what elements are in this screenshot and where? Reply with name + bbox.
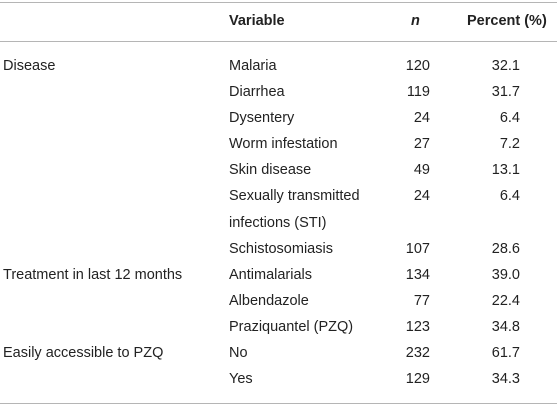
table-row: Albendazole 77 22.4 xyxy=(0,288,557,314)
row-group-label: Disease xyxy=(3,58,56,74)
row-variable-line1: Sexually transmitted xyxy=(229,188,360,204)
table-header-row: Variable n Percent (%) xyxy=(0,0,557,41)
row-variable: Yes xyxy=(229,371,253,387)
row-n: 232 xyxy=(405,345,430,361)
row-n: 120 xyxy=(405,58,430,74)
row-n: 119 xyxy=(406,84,430,100)
row-variable: Antimalarials xyxy=(229,267,312,283)
row-variable: Worm infestation xyxy=(229,136,338,152)
row-percent: 13.1 xyxy=(491,162,520,178)
row-percent: 6.4 xyxy=(499,110,520,126)
row-percent: 34.8 xyxy=(491,319,520,335)
row-group-label: Treatment in last 12 months xyxy=(3,267,183,283)
row-n: 123 xyxy=(405,319,430,335)
table-row: Skin disease 49 13.1 xyxy=(0,157,557,183)
row-percent: 31.7 xyxy=(491,84,520,100)
table-body: Disease Malaria 120 32.1 Diarrhea 119 31… xyxy=(0,53,557,392)
row-variable-line2: infections (STI) xyxy=(229,214,327,231)
table-row: Easily accessible to PZQ No 232 61.7 xyxy=(0,340,557,366)
row-n: 107 xyxy=(405,241,430,257)
row-variable: Schistosomiasis xyxy=(229,241,333,257)
row-variable: No xyxy=(229,345,248,361)
table-row: Yes 129 34.3 xyxy=(0,366,557,392)
header-n: n xyxy=(411,13,420,29)
row-variable: Sexually transmitted infections (STI) xyxy=(229,183,389,236)
row-n: 129 xyxy=(405,371,430,387)
table-row: Treatment in last 12 months Antimalarial… xyxy=(0,262,557,288)
header-percent: Percent (%) xyxy=(467,13,547,29)
row-percent: 7.2 xyxy=(499,136,520,152)
row-n: 27 xyxy=(413,136,430,152)
row-percent: 32.1 xyxy=(491,58,520,74)
table-row: Dysentery 24 6.4 xyxy=(0,105,557,131)
row-variable: Diarrhea xyxy=(229,84,285,100)
row-n: 77 xyxy=(413,293,430,309)
table-header-rule xyxy=(0,41,557,42)
table-row: Diarrhea 119 31.7 xyxy=(0,79,557,105)
row-n: 24 xyxy=(413,110,430,126)
row-percent: 61.7 xyxy=(491,345,520,361)
row-percent: 28.6 xyxy=(491,241,520,257)
row-variable: Praziquantel (PZQ) xyxy=(229,319,354,335)
row-group-label: Easily accessible to PZQ xyxy=(3,345,164,361)
row-variable: Malaria xyxy=(229,58,277,74)
row-variable: Skin disease xyxy=(229,162,312,178)
row-percent: 34.3 xyxy=(491,371,520,387)
table-top-rule xyxy=(0,2,557,3)
table-row: Sexually transmitted infections (STI) 24 … xyxy=(0,183,557,236)
table-row: Worm infestation 27 7.2 xyxy=(0,131,557,157)
row-variable: Albendazole xyxy=(229,293,309,309)
row-n: 24 xyxy=(413,188,430,204)
row-n: 134 xyxy=(405,267,430,283)
row-percent: 6.4 xyxy=(499,188,520,204)
header-variable: Variable xyxy=(229,13,285,29)
row-percent: 22.4 xyxy=(491,293,520,309)
table-row: Disease Malaria 120 32.1 xyxy=(0,53,557,79)
row-variable: Dysentery xyxy=(229,110,295,126)
table-row: Schistosomiasis 107 28.6 xyxy=(0,236,557,262)
table-row: Praziquantel (PZQ) 123 34.8 xyxy=(0,314,557,340)
row-n: 49 xyxy=(413,162,430,178)
table-bottom-rule xyxy=(0,403,557,404)
row-percent: 39.0 xyxy=(491,267,520,283)
